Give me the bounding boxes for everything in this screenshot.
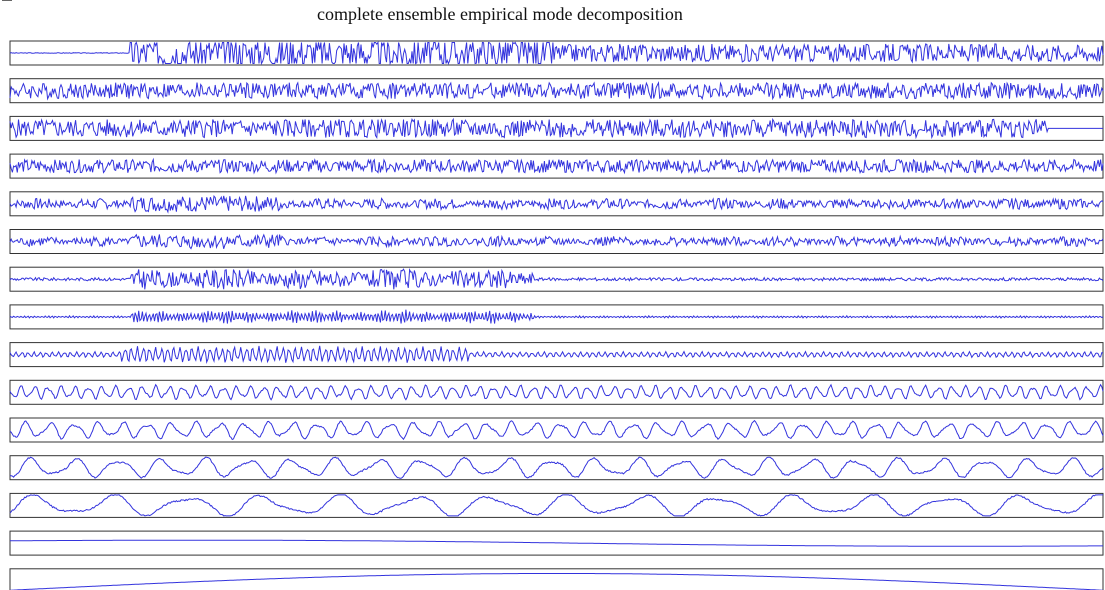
imf-series-line-15 bbox=[9, 573, 1104, 590]
imf-series-line-4 bbox=[9, 157, 1104, 175]
imf-series-line-3 bbox=[9, 117, 1103, 140]
imf-panel-frame-3 bbox=[9, 115, 1104, 141]
imf-panel-frame-4 bbox=[9, 153, 1104, 179]
imf-series-line-13 bbox=[9, 494, 1103, 517]
imf-series-line-6 bbox=[9, 233, 1104, 250]
imf-panel-frame-15 bbox=[9, 568, 1104, 590]
imf-series-line-10 bbox=[9, 383, 1104, 401]
imf-series-line-7 bbox=[9, 268, 1104, 290]
imf-series-line-2 bbox=[9, 80, 1104, 101]
imf-series-line-5 bbox=[9, 195, 1104, 214]
corner-tick-mark bbox=[2, 0, 12, 5]
imf-series-line-8 bbox=[9, 309, 1104, 324]
imf-panel-frame-12 bbox=[9, 455, 1104, 481]
imf-panel-frame-10 bbox=[9, 379, 1104, 405]
imf-panel-frame-5 bbox=[9, 191, 1104, 217]
imf-series-line-14 bbox=[10, 539, 1103, 547]
imf-series-line-1 bbox=[9, 41, 1104, 66]
chart-title: complete ensemble empirical mode decompo… bbox=[317, 4, 683, 24]
imf-panel-frame-9 bbox=[9, 342, 1104, 368]
imf-series-line-11 bbox=[9, 419, 1104, 441]
imf-series-line-12 bbox=[9, 456, 1104, 479]
imf-panel-frame-11 bbox=[9, 417, 1104, 443]
imf-series-line-9 bbox=[9, 345, 1104, 365]
imf-panel-frame-6 bbox=[9, 229, 1104, 254]
imf-panel-frame-13 bbox=[9, 492, 1104, 518]
